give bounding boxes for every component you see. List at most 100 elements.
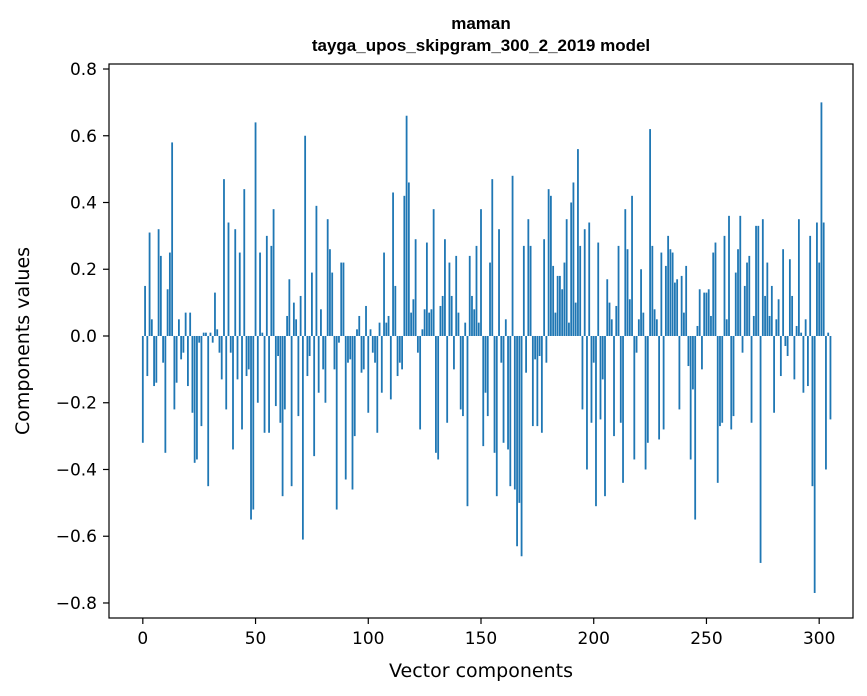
bar-233 (667, 235, 670, 336)
bar-202 (597, 242, 600, 336)
bar-221 (640, 269, 642, 336)
bar-248 (701, 335, 703, 370)
bar-56 (268, 335, 270, 433)
bar-216 (628, 299, 631, 336)
bar-181 (549, 195, 552, 336)
bar-143 (464, 322, 467, 336)
bar-67 (292, 302, 295, 336)
bar-277 (766, 262, 769, 336)
bar-191 (572, 182, 575, 336)
x-tick-label-1: 50 (245, 629, 267, 649)
bar-27 (202, 332, 205, 336)
bar-11 (166, 289, 169, 336)
bar-219 (635, 335, 638, 353)
bar-60 (277, 335, 279, 357)
bar-138 (453, 335, 455, 370)
x-tick-label-4: 200 (578, 629, 610, 649)
bar-15 (175, 335, 178, 383)
bar-7 (157, 229, 160, 336)
bar-93 (351, 335, 354, 490)
bar-127 (428, 312, 431, 336)
bar-86 (335, 335, 338, 510)
bar-146 (471, 295, 473, 336)
bar-43 (238, 252, 241, 336)
bar-123 (419, 335, 422, 430)
bar-284 (782, 249, 785, 336)
bar-179 (545, 335, 548, 363)
bar-273 (757, 225, 760, 336)
bar-71 (301, 335, 304, 540)
bar-164 (511, 175, 514, 336)
bar-141 (459, 335, 462, 410)
bar-257 (721, 335, 724, 423)
y-tick-label-2: −0.4 (56, 460, 97, 480)
bar-69 (297, 335, 300, 417)
bar-182 (552, 265, 555, 336)
chart-title: maman (451, 14, 511, 33)
bar-83 (329, 249, 331, 336)
bar-168 (520, 335, 523, 557)
bar-76 (313, 335, 316, 457)
bar-8 (159, 255, 162, 336)
bar-134 (444, 239, 446, 336)
bar-30 (209, 332, 212, 336)
bar-250 (705, 292, 708, 336)
bar-205 (604, 335, 606, 497)
bar-51 (256, 335, 259, 403)
bar-249 (703, 292, 706, 336)
bar-161 (504, 319, 507, 336)
bar-45 (243, 189, 246, 336)
bar-297 (811, 335, 814, 487)
bar-226 (651, 245, 654, 336)
bar-222 (642, 312, 645, 336)
bar-251 (707, 289, 710, 336)
bar-278 (768, 315, 771, 336)
bar-103 (374, 335, 376, 363)
bar-115 (401, 335, 403, 370)
bar-16 (177, 319, 180, 336)
bar-286 (786, 335, 789, 357)
bar-245 (694, 335, 697, 520)
bar-89 (342, 262, 345, 336)
bar-246 (696, 325, 699, 336)
bar-84 (331, 272, 334, 336)
bar-17 (180, 335, 183, 360)
bar-162 (507, 335, 509, 450)
bar-131 (437, 335, 440, 460)
bar-265 (739, 215, 742, 336)
bar-68 (295, 319, 298, 336)
bar-172 (529, 245, 532, 336)
bar-108 (385, 322, 388, 336)
bar-247 (698, 289, 701, 336)
bar-74 (308, 335, 311, 357)
bar-32 (214, 292, 216, 336)
bar-228 (655, 319, 658, 336)
bar-156 (493, 335, 496, 453)
bar-135 (446, 335, 449, 423)
bar-176 (538, 335, 541, 357)
bar-128 (430, 309, 433, 336)
bar-63 (283, 335, 286, 410)
bar-187 (563, 262, 566, 336)
bar-234 (669, 249, 672, 336)
bar-147 (473, 309, 476, 336)
bar-47 (247, 335, 250, 370)
bar-109 (387, 315, 390, 336)
bar-282 (777, 299, 780, 336)
bar-113 (396, 335, 399, 377)
bar-294 (804, 319, 807, 336)
bar-229 (658, 335, 661, 440)
bar-107 (383, 252, 385, 336)
bar-58 (272, 209, 275, 336)
bar-77 (315, 205, 318, 336)
bar-259 (725, 319, 728, 336)
bar-293 (802, 335, 805, 393)
bar-36 (223, 179, 225, 336)
bar-37 (225, 335, 228, 410)
bar-287 (788, 259, 791, 336)
bar-241 (685, 265, 688, 336)
bar-209 (613, 335, 615, 437)
bar-87 (338, 335, 340, 343)
bar-272 (755, 225, 757, 336)
bar-18 (182, 335, 185, 353)
